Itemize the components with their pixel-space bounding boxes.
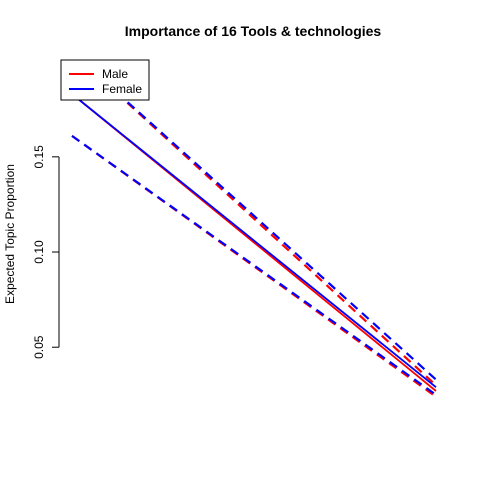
series-line-2-red-dashed <box>77 59 437 387</box>
y-tick-label: 0.05 <box>32 335 46 359</box>
y-axis: 0.05 0.10 0.15 <box>32 145 60 359</box>
series-line-4-blue-dashed <box>71 134 437 396</box>
legend-label-female: Female <box>102 82 142 96</box>
chart-title: Importance of 16 Tools & technologies <box>125 23 382 39</box>
series-line-3-female-solid <box>71 93 437 388</box>
legend-box <box>60 59 150 101</box>
series-line-5-blue-dashed <box>78 59 437 381</box>
legend-label-male: Male <box>102 67 128 81</box>
series-layer <box>71 59 437 398</box>
y-axis-label: Expected Topic Proportion <box>3 164 17 304</box>
y-tick-label: 0.10 <box>32 240 46 264</box>
legend: Male Female <box>60 59 150 101</box>
y-tick-label: 0.15 <box>32 145 46 169</box>
